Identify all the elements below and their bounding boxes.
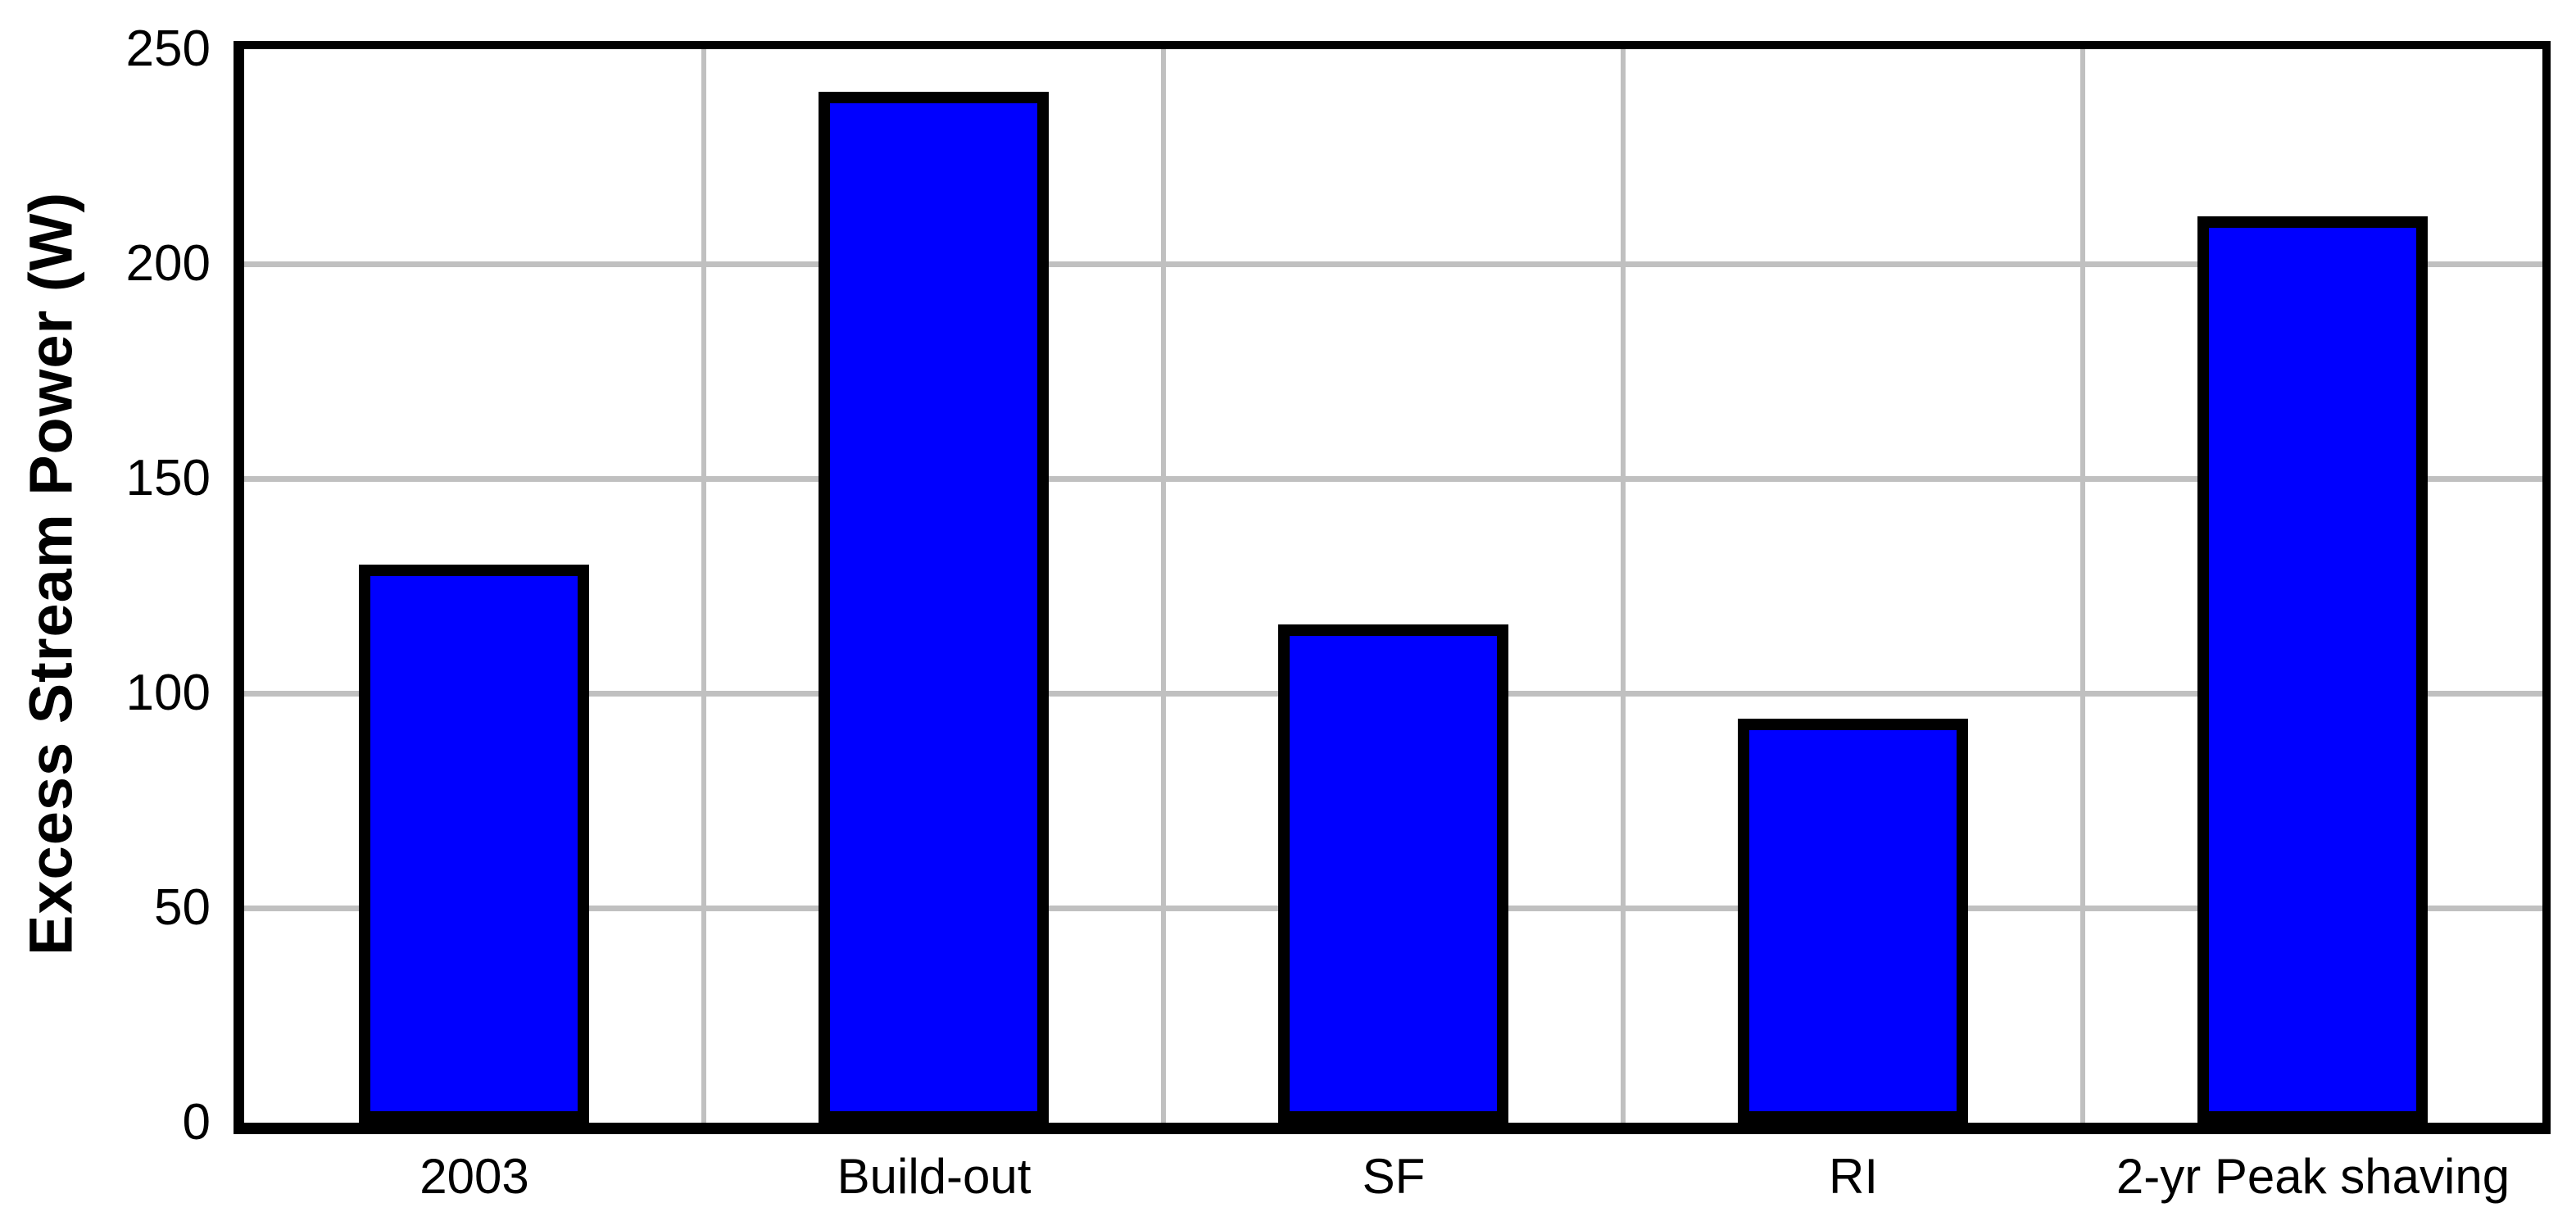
bar-Build-out xyxy=(819,92,1049,1123)
x-category-label-Build-out: Build-out xyxy=(837,1149,1032,1204)
x-category-label-2003: 2003 xyxy=(420,1149,529,1204)
bar-RI xyxy=(1738,719,1968,1123)
x-category-label-SF: SF xyxy=(1362,1149,1426,1204)
horizontal-gridline-200 xyxy=(244,261,2542,267)
horizontal-gridline-150 xyxy=(244,475,2542,482)
y-tick-label-150: 150 xyxy=(125,450,211,506)
bar-2003 xyxy=(359,565,589,1123)
bar-SF xyxy=(1278,624,1508,1123)
vertical-gridline-2 xyxy=(1161,49,1166,1123)
x-category-label-2-yr Peak shaving: 2-yr Peak shaving xyxy=(2116,1149,2510,1204)
y-tick-label-0: 0 xyxy=(182,1094,211,1151)
x-category-label-RI: RI xyxy=(1829,1149,1878,1204)
vertical-gridline-4 xyxy=(2080,49,2085,1123)
y-tick-label-200: 200 xyxy=(125,235,211,292)
y-tick-label-250: 250 xyxy=(125,20,211,77)
vertical-gridline-3 xyxy=(1621,49,1626,1123)
vertical-gridline-1 xyxy=(701,49,706,1123)
y-axis-title: Excess Stream Power (W) xyxy=(16,192,85,956)
y-tick-label-100: 100 xyxy=(125,665,211,721)
plot-area xyxy=(234,41,2551,1134)
bar-2-yr Peak shaving xyxy=(2197,216,2428,1123)
y-tick-label-50: 50 xyxy=(154,879,211,936)
